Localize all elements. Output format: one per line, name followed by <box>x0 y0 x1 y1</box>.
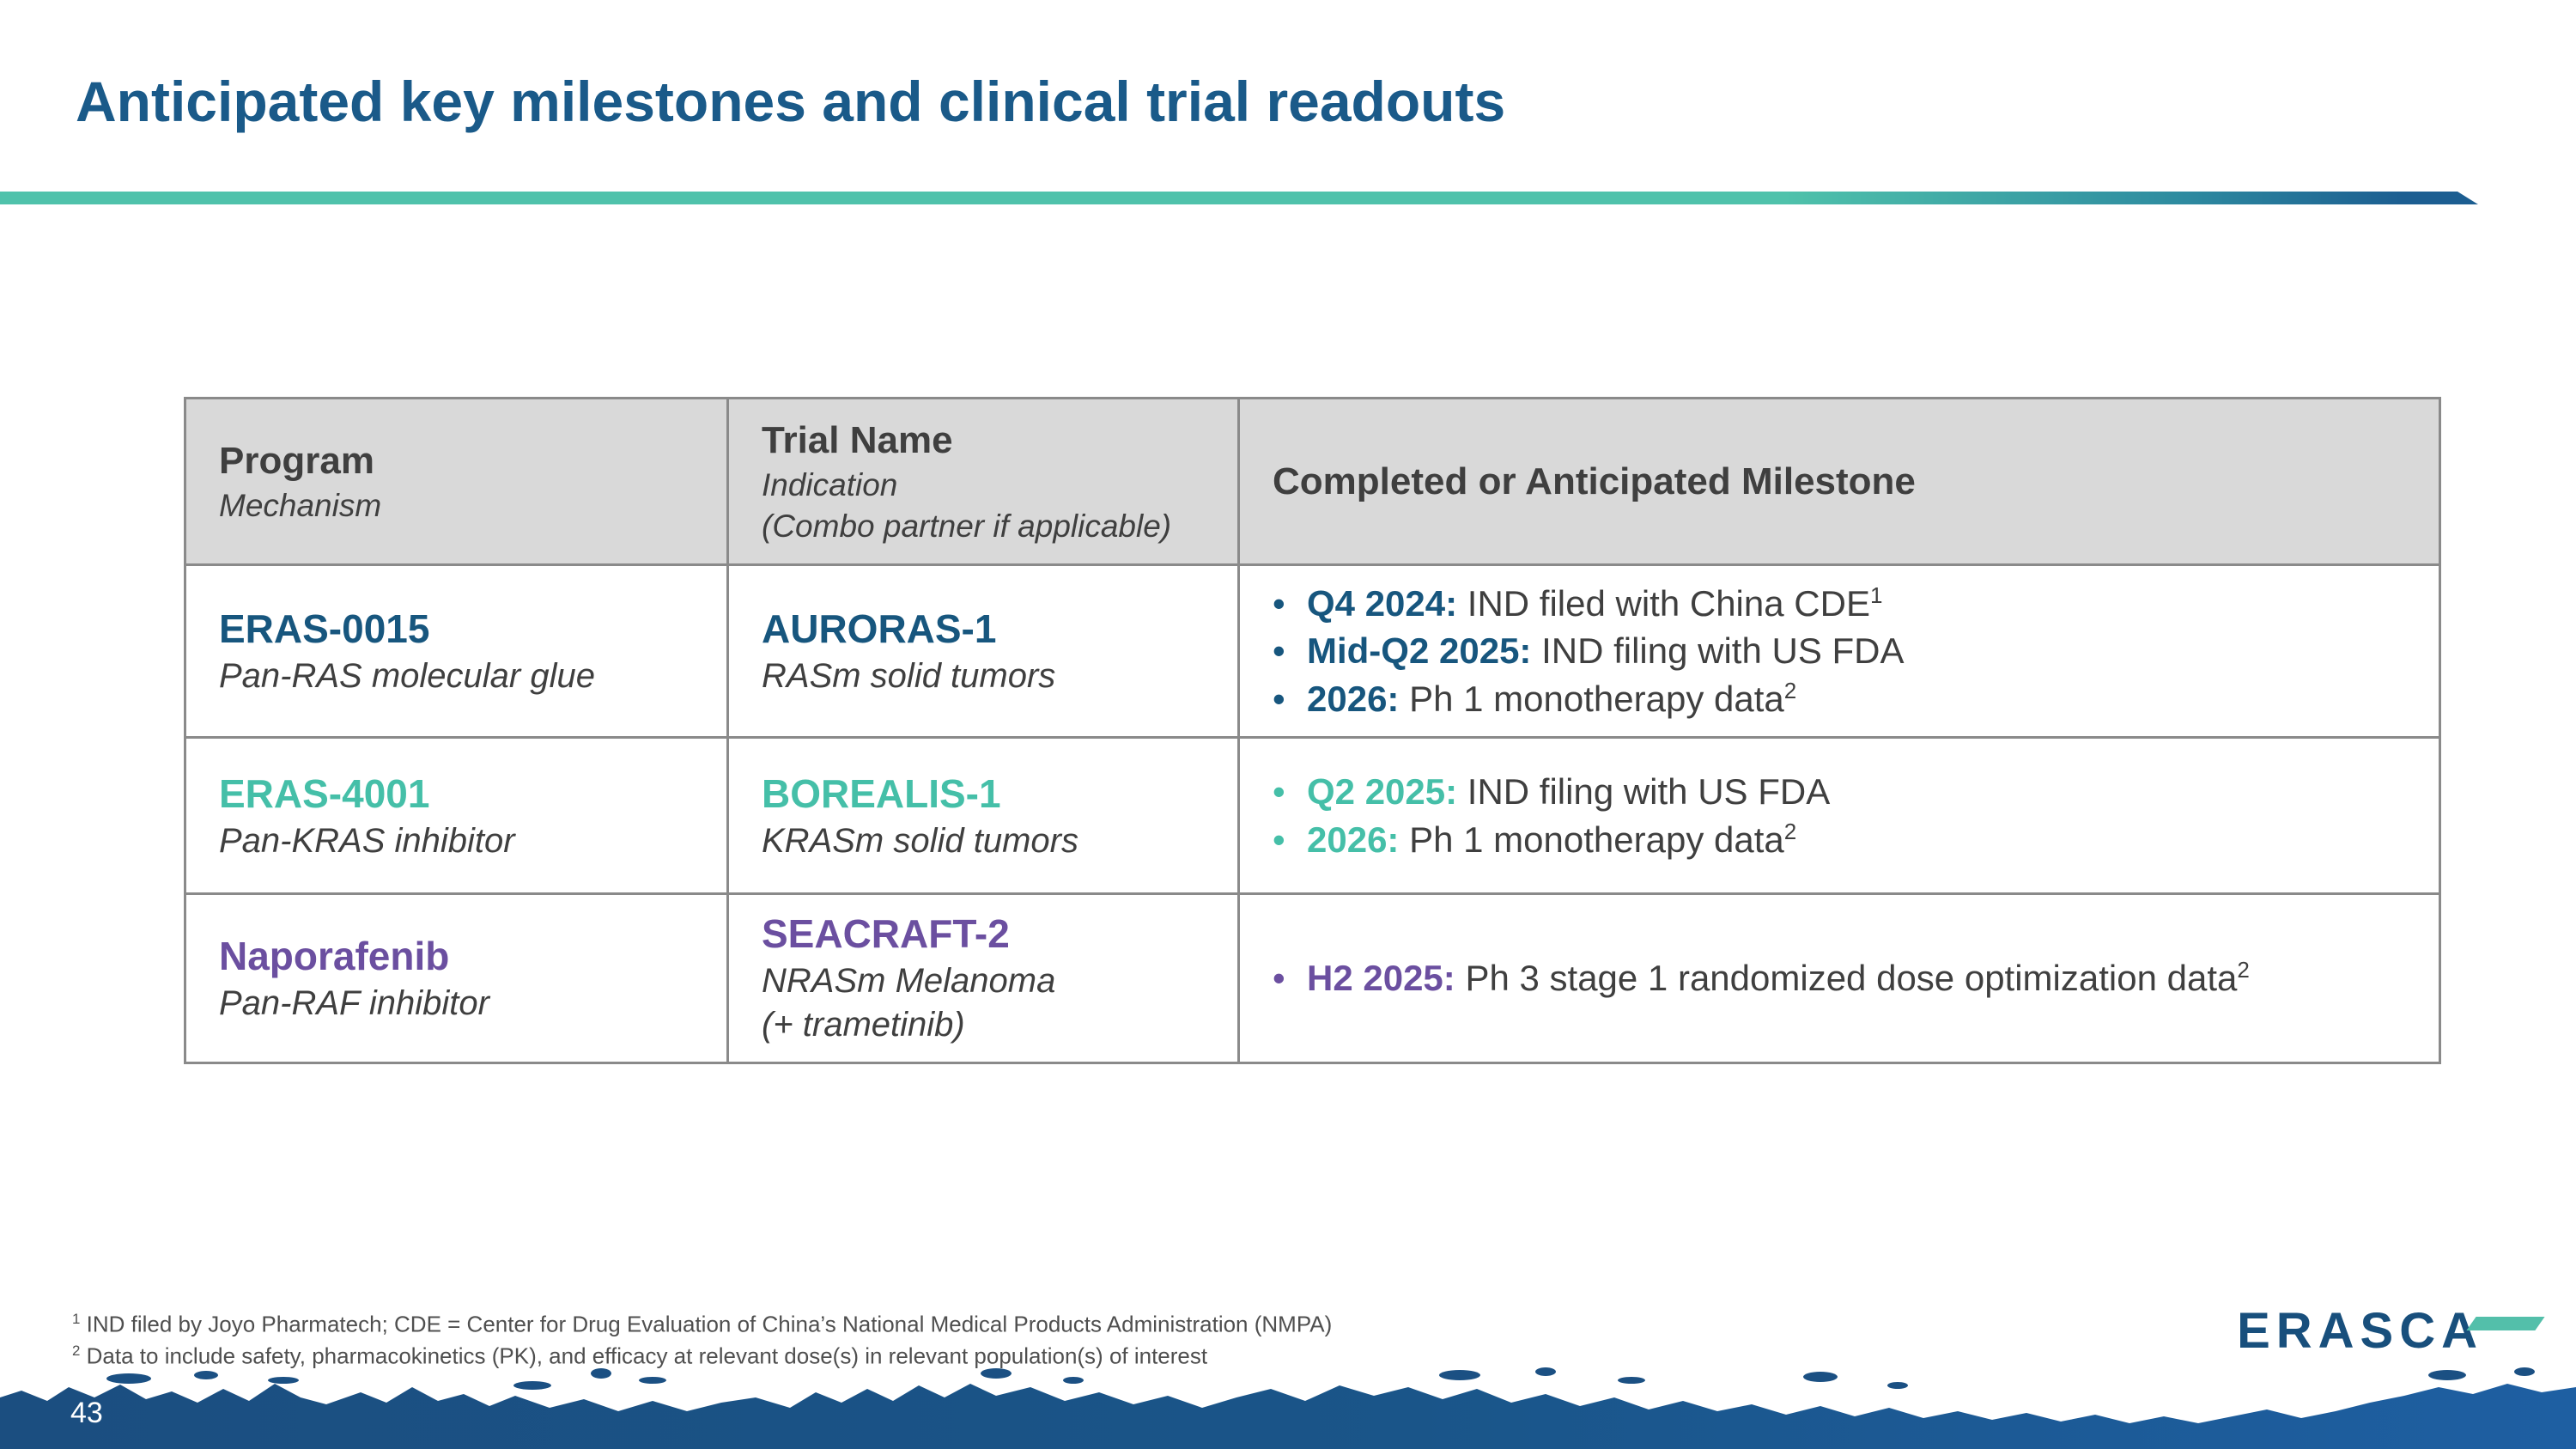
milestone-item: • H2 2025: Ph 3 stage 1 randomized dose … <box>1273 954 2413 1002</box>
header-trial-title: Trial Name <box>762 418 953 461</box>
trial-indication: KRASm solid tumors <box>762 821 1078 860</box>
program-name: ERAS-4001 <box>219 770 430 816</box>
footer-brush <box>0 1367 2576 1449</box>
milestones-table: Program Mechanism Trial Name Indication … <box>184 397 2441 1064</box>
milestone-text: H2 2025: Ph 3 stage 1 randomized dose op… <box>1307 957 2250 999</box>
header-trial-sub2: (Combo partner if applicable) <box>762 508 1172 545</box>
footnote-2: 2 Data to include safety, pharmacokineti… <box>72 1342 1208 1369</box>
footnotes: 1 IND filed by Joyo Pharmatech; CDE = Ce… <box>72 1309 1332 1372</box>
trial-indication: NRASm Melanoma <box>762 962 1056 1001</box>
title-divider-bar <box>0 192 2478 204</box>
header-cell-trial: Trial Name Indication (Combo partner if … <box>726 397 1240 566</box>
bullet-icon: • <box>1273 958 1285 999</box>
trial-combo: (+ trametinib) <box>762 1006 965 1044</box>
bullet-icon: • <box>1273 819 1285 860</box>
header-cell-milestone: Completed or Anticipated Milestone <box>1237 397 2441 566</box>
header-cell-program: Program Mechanism <box>184 397 729 566</box>
trial-indication: RASm solid tumors <box>762 657 1056 695</box>
milestone-list: • Q4 2024: IND filed with China CDE1 • M… <box>1273 580 2413 722</box>
bullet-icon: • <box>1273 630 1285 672</box>
milestone-text: 2026: Ph 1 monotherapy data2 <box>1307 677 1797 719</box>
milestone-cell: • Q4 2024: IND filed with China CDE1 • M… <box>1237 563 2441 740</box>
trial-name: SEACRAFT-2 <box>762 911 1010 957</box>
milestone-text: Mid-Q2 2025: IND filing with US FDA <box>1307 630 1905 672</box>
logo-dash-icon <box>2466 1316 2545 1330</box>
program-cell: ERAS-4001 Pan-KRAS inhibitor <box>184 736 729 896</box>
milestone-text: Q2 2025: IND filing with US FDA <box>1307 771 1831 813</box>
trial-name: BOREALIS-1 <box>762 770 1001 816</box>
header-milestone-title: Completed or Anticipated Milestone <box>1273 460 1916 502</box>
table-row-eras-0015: ERAS-0015 Pan-RAS molecular glue AURORAS… <box>184 563 2441 740</box>
milestone-item: • 2026: Ph 1 monotherapy data2 <box>1273 675 2413 722</box>
brush-splatter <box>106 1367 2535 1390</box>
header-program-title: Program <box>219 439 374 482</box>
milestone-list: • H2 2025: Ph 3 stage 1 randomized dose … <box>1273 954 2413 1002</box>
milestone-item: • Q4 2024: IND filed with China CDE1 <box>1273 580 2413 627</box>
program-name: Naporafenib <box>219 933 450 978</box>
milestone-list: • Q2 2025: IND filing with US FDA • 2026… <box>1273 768 2413 863</box>
table-header-row: Program Mechanism Trial Name Indication … <box>184 397 2441 566</box>
milestone-item: • Q2 2025: IND filing with US FDA <box>1273 768 2413 815</box>
erasca-logo: ERASCA <box>2237 1302 2545 1360</box>
page-title: Anticipated key milestones and clinical … <box>76 70 1506 133</box>
bullet-icon: • <box>1273 771 1285 813</box>
milestone-item: • Mid-Q2 2025: IND filing with US FDA <box>1273 627 2413 674</box>
header-trial-sub1: Indication <box>762 467 898 502</box>
milestone-cell: • Q2 2025: IND filing with US FDA • 2026… <box>1237 736 2441 896</box>
trial-name: AURORAS-1 <box>762 606 997 652</box>
bullet-icon: • <box>1273 678 1285 719</box>
milestone-cell: • H2 2025: Ph 3 stage 1 randomized dose … <box>1237 892 2441 1064</box>
bullet-icon: • <box>1273 583 1285 624</box>
table-row-naporafenib: Naporafenib Pan-RAF inhibitor SEACRAFT-2… <box>184 892 2441 1064</box>
trial-cell: SEACRAFT-2 NRASm Melanoma (+ trametinib) <box>726 892 1240 1064</box>
program-cell: Naporafenib Pan-RAF inhibitor <box>184 892 729 1064</box>
trial-cell: BOREALIS-1 KRASm solid tumors <box>726 736 1240 896</box>
trial-cell: AURORAS-1 RASm solid tumors <box>726 563 1240 740</box>
erasca-logo-text: ERASCA <box>2237 1303 2483 1359</box>
milestone-text: 2026: Ph 1 monotherapy data2 <box>1307 818 1797 860</box>
header-program-sub: Mechanism <box>219 488 382 524</box>
milestone-text: Q4 2024: IND filed with China CDE1 <box>1307 582 1883 624</box>
program-name: ERAS-0015 <box>219 606 430 652</box>
footnote-1: 1 IND filed by Joyo Pharmatech; CDE = Ce… <box>72 1311 1333 1337</box>
page-number: 43 <box>70 1397 103 1429</box>
program-cell: ERAS-0015 Pan-RAS molecular glue <box>184 563 729 740</box>
milestone-item: • 2026: Ph 1 monotherapy data2 <box>1273 816 2413 863</box>
program-mechanism: Pan-RAF inhibitor <box>219 983 489 1022</box>
program-mechanism: Pan-KRAS inhibitor <box>219 821 515 860</box>
program-mechanism: Pan-RAS molecular glue <box>219 657 595 695</box>
table-row-eras-4001: ERAS-4001 Pan-KRAS inhibitor BOREALIS-1 … <box>184 736 2441 896</box>
